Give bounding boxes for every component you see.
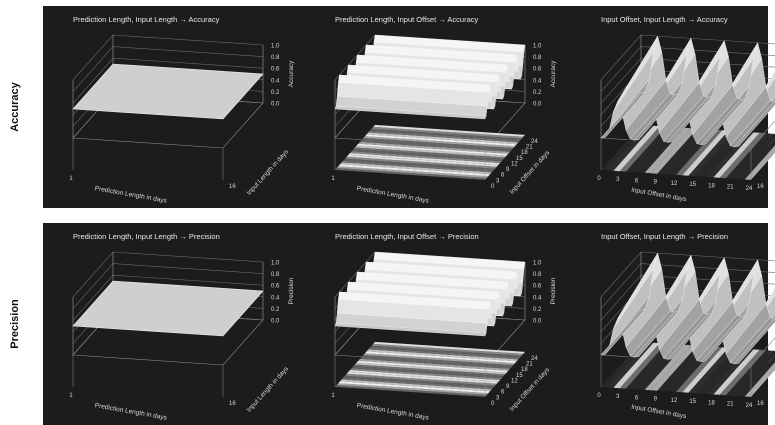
y-tick-label: 0	[491, 401, 495, 407]
z-tick-label: 0.0	[271, 102, 280, 108]
z-tick-label: 1.0	[533, 44, 542, 50]
plot-precision-predlen-inputlen: Prediction Length, Input Length → Precis…	[43, 223, 283, 425]
y-tick-label: 9	[506, 384, 510, 390]
x-tick-label: 1	[331, 176, 335, 182]
z-tick-label: 0.2	[271, 90, 280, 96]
row-label-precision: Precision	[0, 223, 30, 425]
plot-accuracy-predlen-inputlen: Prediction Length, Input Length → Accura…	[43, 6, 283, 208]
x-tick-label: 24	[746, 186, 753, 192]
z-tick-label: 0.6	[533, 67, 542, 73]
x-tick-label: 6	[635, 395, 639, 401]
z-tick-label: 0.6	[271, 284, 280, 290]
plot-precision-offset-inputlen: Input Offset, Input Length → Precision 0…	[571, 223, 775, 425]
z-axis-label: Accuracy	[288, 60, 295, 87]
y-tick-label: 15	[516, 373, 523, 379]
z-tick-label: 0.8	[271, 55, 280, 61]
surface-chart: 0.0 0.2 0.4 0.6 0.8 1.0 1 16 Prediction Length i…	[43, 6, 283, 208]
z-tick-label: 0.0	[271, 319, 280, 325]
x-tick-label: 24	[746, 403, 753, 409]
z-tick-label: 0.4	[533, 78, 542, 84]
y-tick-label: 6	[501, 173, 505, 179]
y-tick-label: 21	[526, 362, 533, 368]
y-tick-label: 0	[491, 184, 495, 190]
x-tick-label: 18	[708, 183, 715, 189]
z-tick-label: 0.0	[533, 319, 542, 325]
z-tick-label: 0.4	[533, 295, 542, 301]
y-tick-label: 9	[506, 167, 510, 173]
z-tick-label: 0.8	[271, 272, 280, 278]
x-tick-label: 12	[671, 181, 678, 187]
x-axis-label: Input Offset in days	[631, 187, 688, 204]
surface-chart: 0.00.20.40.60.81.0103691215182124Predict…	[305, 223, 545, 425]
y-tick-label: 24	[531, 139, 538, 145]
y-axis-label: Input Length in days	[246, 148, 291, 197]
z-tick-label: 0.4	[271, 78, 280, 84]
x-tick-label: 12	[671, 398, 678, 404]
z-tick-label: 0.6	[533, 284, 542, 290]
x-tick-label: 18	[708, 400, 715, 406]
z-tick-label: 0.0	[533, 102, 542, 108]
y-tick-label: 12	[511, 378, 518, 384]
y-tick-label: 3	[496, 178, 500, 184]
x-axis-label: Prediction Length in days	[356, 402, 430, 422]
y-tick-label: 3	[496, 395, 500, 401]
y-tick-label: 15	[516, 156, 523, 162]
surface-chart: 0.00.20.40.60.81.00369121518212416Input …	[571, 223, 775, 425]
y-tick-label: 16	[229, 401, 236, 407]
surface-chart: 0.00.20.40.60.81.0103691215182124Predict…	[305, 6, 545, 208]
x-tick-label: 0	[597, 393, 601, 399]
z-tick-label: 1.0	[533, 261, 542, 267]
surface-plane	[73, 281, 263, 336]
x-tick-label: 3	[616, 177, 620, 183]
z-tick-label: 0.8	[533, 55, 542, 61]
y-tick-label: 18	[521, 367, 528, 373]
z-tick-label: 1.0	[271, 44, 280, 50]
y-axis-label: Input Length in days	[246, 365, 291, 414]
x-axis-label: Prediction Length in days	[94, 185, 168, 205]
x-tick-label: 9	[654, 180, 658, 186]
z-axis-label: Precision	[550, 277, 557, 304]
x-tick-label: 0	[597, 176, 601, 182]
surface-chart: 0.0 0.2 0.4 0.6 0.8 1.0 1 16 Prediction Length i…	[43, 223, 283, 425]
x-tick-label: 1	[69, 393, 73, 399]
x-tick-label: 15	[689, 182, 696, 188]
y-tick-label: 21	[526, 145, 533, 151]
z-tick-label: 0.4	[271, 295, 280, 301]
plot-precision-predlen-offset: Prediction Length, Input Offset → Precis…	[305, 223, 545, 425]
z-axis-label: Accuracy	[550, 60, 557, 87]
x-tick-label: 1	[69, 176, 73, 182]
z-tick-label: 0.2	[533, 90, 542, 96]
y-tick-label: 16	[229, 184, 236, 190]
accuracy-panel: Prediction Length, Input Length → Accura…	[43, 6, 768, 208]
x-tick-label: 21	[727, 402, 734, 408]
surface-chart: 0.00.20.40.60.81.00369121518212416Input …	[571, 6, 775, 208]
precision-panel: Prediction Length, Input Length → Precis…	[43, 223, 768, 425]
x-axis-label: Input Offset in days	[631, 404, 688, 421]
y-tick-label: 6	[501, 390, 505, 396]
x-axis-label: Prediction Length in days	[94, 402, 168, 422]
x-tick-label: 6	[635, 178, 639, 184]
y-tick-label: 18	[521, 150, 528, 156]
x-tick-label: 15	[689, 399, 696, 405]
z-tick-label: 1.0	[271, 261, 280, 267]
x-axis-label: Prediction Length in days	[356, 185, 430, 205]
z-tick-label: 0.8	[533, 272, 542, 278]
x-tick-label: 21	[727, 185, 734, 191]
y-tick-label: 16	[757, 184, 764, 190]
plot-accuracy-offset-inputlen: Input Offset, Input Length → Accuracy 0.…	[571, 6, 775, 208]
row-label-accuracy: Accuracy	[0, 6, 30, 208]
x-tick-label: 9	[654, 397, 658, 403]
x-tick-label: 3	[616, 394, 620, 400]
z-tick-label: 0.6	[271, 67, 280, 73]
x-tick-label: 1	[331, 393, 335, 399]
y-tick-label: 16	[757, 401, 764, 407]
surface-plane	[73, 64, 263, 119]
y-tick-label: 12	[511, 161, 518, 167]
y-tick-label: 24	[531, 356, 538, 362]
z-tick-label: 0.2	[533, 307, 542, 313]
z-axis-label: Precision	[288, 277, 295, 304]
z-tick-label: 0.2	[271, 307, 280, 313]
plot-accuracy-predlen-offset: Prediction Length, Input Offset → Accura…	[305, 6, 545, 208]
